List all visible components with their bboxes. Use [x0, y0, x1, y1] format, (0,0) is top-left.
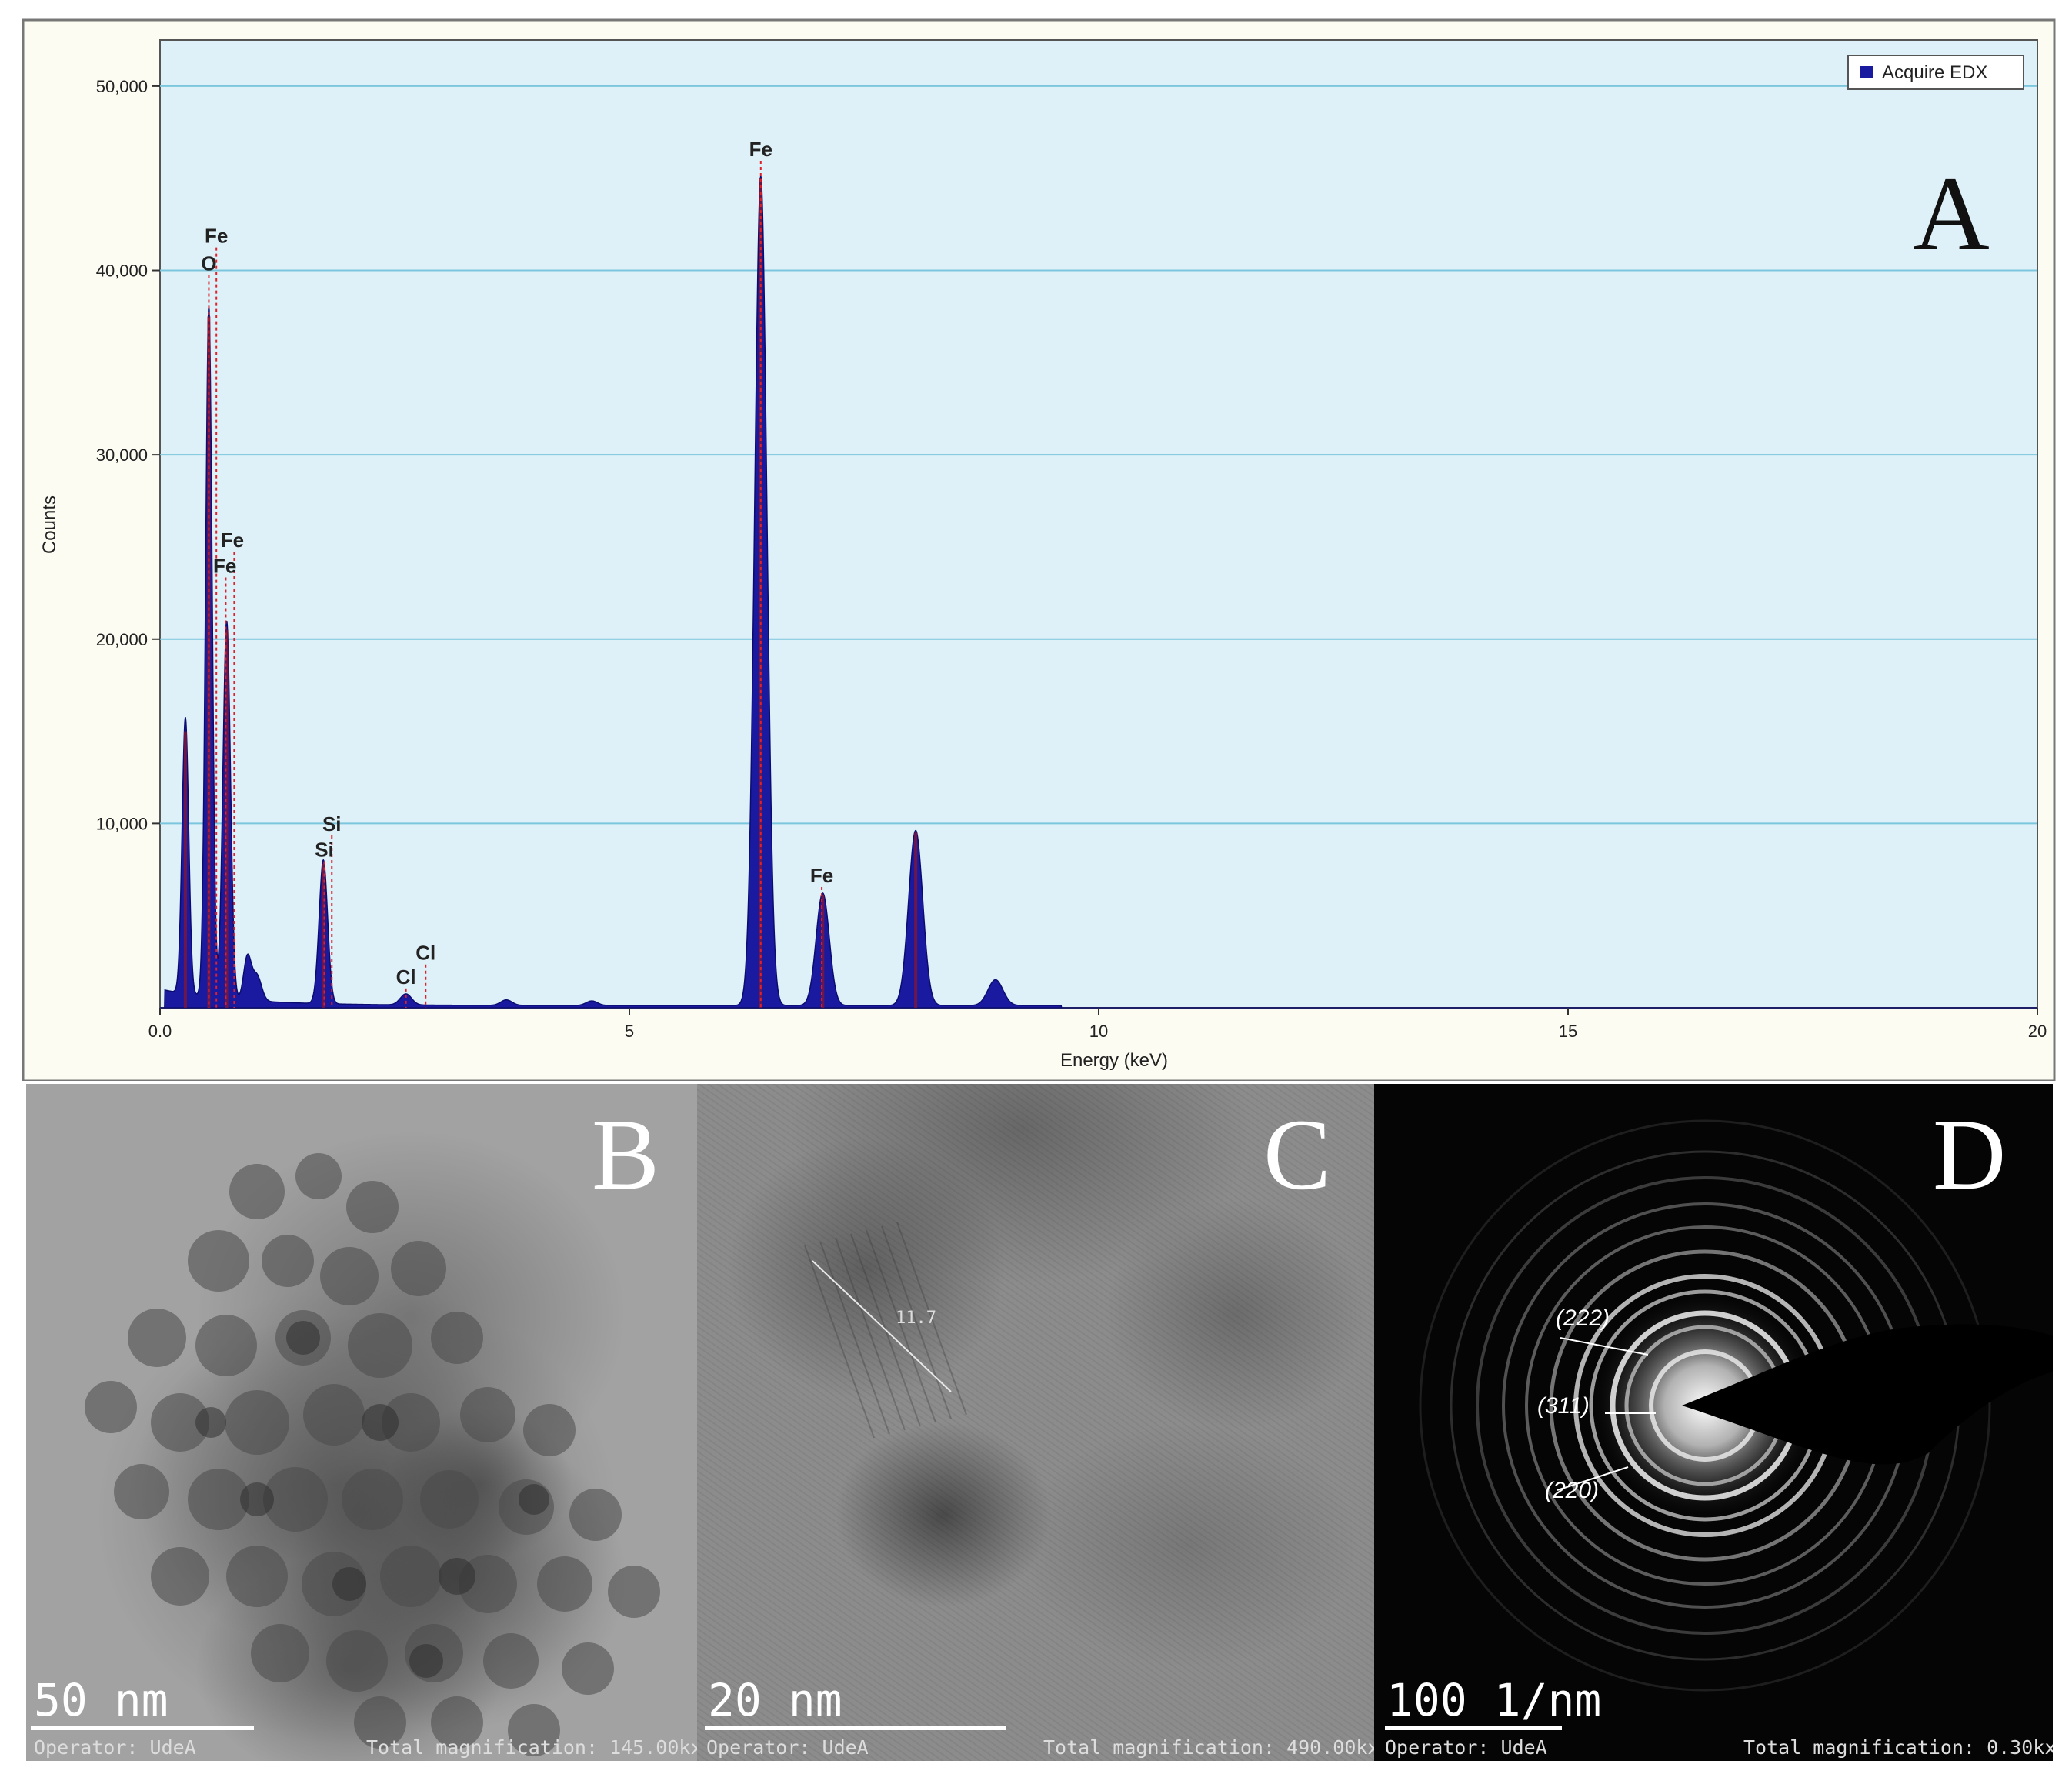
- legend-swatch: [1860, 66, 1873, 78]
- x-tick-label: 20: [2028, 1022, 2047, 1041]
- y-tick-label: 20,000: [96, 630, 148, 649]
- panel-label-b: B: [592, 1098, 660, 1211]
- plot-area: [159, 39, 2038, 1009]
- magnification-text-c: Total magnification: 490.00kx: [1043, 1736, 1374, 1759]
- panel-label-d: D: [1933, 1098, 2007, 1211]
- tem-image-b: B 50 nm Operator: UdeA Total magnificati…: [26, 1084, 697, 1761]
- beam-stopper: [1682, 1324, 2053, 1465]
- element-label: Fe: [221, 529, 244, 552]
- scale-bar-label-c: 20 nm: [708, 1674, 842, 1726]
- operator-text-b: Operator: UdeA: [34, 1736, 196, 1759]
- element-label: Fe: [213, 554, 236, 577]
- x-axis-label: Energy (keV): [1060, 1050, 1168, 1071]
- panel-label-c: C: [1263, 1098, 1332, 1211]
- y-tick-label: 10,000: [96, 814, 148, 833]
- saed-pattern-d: (222) (311) (220) D 100 1/nm Operator: U…: [1374, 1084, 2053, 1761]
- x-tick-label: 0.0: [148, 1022, 172, 1041]
- x-tick-label: 5: [625, 1022, 634, 1041]
- legend-box: [1847, 55, 2024, 90]
- legend-label: Acquire EDX: [1882, 62, 1987, 83]
- operator-text-c: Operator: UdeA: [706, 1736, 869, 1759]
- lattice-texture-c: [804, 1222, 967, 1439]
- diffraction-rings-d: [1419, 1119, 2053, 1692]
- element-label: Fe: [810, 864, 833, 887]
- magnification-text-d: Total magnification: 0.30kx: [1743, 1736, 2053, 1759]
- y-tick-label: 30,000: [96, 445, 148, 465]
- scale-bar-c: [705, 1726, 1006, 1730]
- measurement-line-c: [812, 1260, 952, 1392]
- y-axis-label: Counts: [39, 495, 60, 554]
- element-label: Fe: [205, 225, 228, 248]
- y-tick-label: 50,000: [96, 77, 148, 96]
- scale-bar-label-d: 100 1/nm: [1386, 1674, 1602, 1726]
- element-label: Cl: [415, 942, 435, 965]
- element-label: Si: [322, 812, 342, 835]
- scale-bar-label-b: 50 nm: [34, 1674, 168, 1726]
- element-label: Cl: [396, 965, 416, 989]
- magnification-text-b: Total magnification: 145.00kx: [366, 1736, 697, 1759]
- element-label: Fe: [749, 138, 772, 161]
- ring-label-220: (220): [1545, 1478, 1600, 1503]
- ring-label-222: (222): [1556, 1305, 1610, 1331]
- panel-label-a: A: [1913, 155, 1990, 272]
- measurement-label-c: 11.7: [896, 1309, 936, 1328]
- operator-text-d: Operator: UdeA: [1385, 1736, 1547, 1759]
- ring-label-311: (311): [1537, 1393, 1590, 1419]
- element-label: O: [201, 252, 216, 275]
- scale-bar-d: [1385, 1726, 1562, 1730]
- scale-bar-b: [31, 1726, 254, 1730]
- hrtem-image-c: 11.7 C 20 nm Operator: UdeA Total magnif…: [697, 1084, 1374, 1761]
- element-label: Si: [315, 839, 334, 862]
- y-tick-label: 40,000: [96, 262, 148, 281]
- x-tick-label: 15: [1559, 1022, 1577, 1041]
- particle-texture-b: [85, 1153, 660, 1756]
- x-tick-label: 10: [1089, 1022, 1108, 1041]
